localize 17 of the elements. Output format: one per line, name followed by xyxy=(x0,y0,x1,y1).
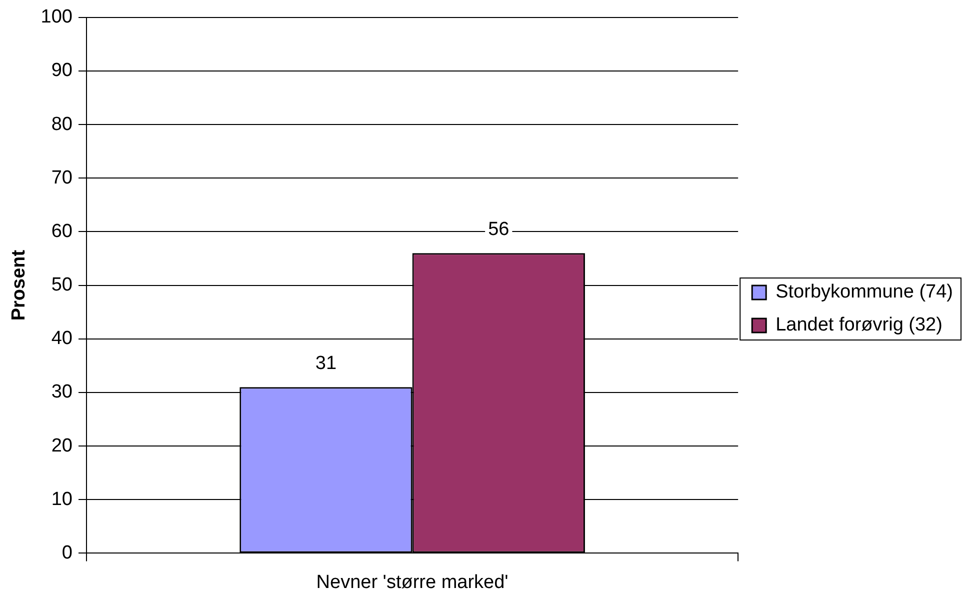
data-label: 31 xyxy=(315,352,337,374)
y-tick-label: 60 xyxy=(51,220,72,242)
x-tick-label: Nevner 'større marked' xyxy=(316,572,508,593)
y-tick-label: 20 xyxy=(51,435,72,456)
y-tick-label: 100 xyxy=(40,6,72,28)
y-tick-label: 50 xyxy=(51,274,72,296)
y-tick-label: 0 xyxy=(62,542,72,564)
data-label: 56 xyxy=(488,218,510,240)
legend-label: Landet forøvrig (32) xyxy=(776,314,942,336)
y-tick-label: 30 xyxy=(51,382,72,403)
y-tick-label: 80 xyxy=(51,114,72,135)
y-axis-title: Prosent xyxy=(8,249,30,321)
y-tick-label: 40 xyxy=(51,328,72,350)
legend-label: Storbykommune (74) xyxy=(776,282,954,303)
y-tick-label: 10 xyxy=(51,488,72,510)
y-tick-label: 70 xyxy=(51,167,72,188)
y-tick-label: 90 xyxy=(51,60,72,82)
